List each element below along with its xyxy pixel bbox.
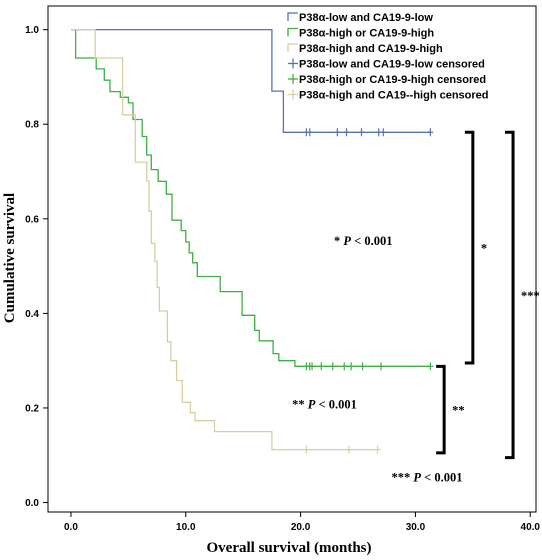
legend-entry: P38α-high or CA19-9-high xyxy=(287,27,434,40)
legend-label: P38α-low and CA19-9-low censored xyxy=(299,59,485,71)
x-tick-label: 40.0 xyxy=(521,522,541,533)
y-tick-label: 0.6 xyxy=(25,214,39,225)
censor-mark xyxy=(358,128,365,137)
bracket-label: ** xyxy=(452,404,465,418)
x-axis-label: Overall survival (months) xyxy=(207,540,372,556)
censor-mark xyxy=(380,128,387,137)
plot-frame xyxy=(47,5,537,513)
legend-swatch xyxy=(287,27,298,37)
significance-bracket: * xyxy=(464,130,487,365)
legend-swatch xyxy=(287,43,298,52)
y-axis-label: Cumulative survival xyxy=(2,193,18,323)
legend-label: P38α-low and CA19-9-low xyxy=(299,12,433,24)
x-tick-label: 0.0 xyxy=(64,522,78,533)
censor-mark xyxy=(427,128,434,137)
censor-mark xyxy=(359,362,366,371)
legend-label: P38α-high and CA19--high censored xyxy=(299,90,489,102)
survival-curve-3 xyxy=(71,28,378,451)
legend-box xyxy=(284,8,534,105)
censor-mark xyxy=(309,362,316,371)
censor-mark xyxy=(306,128,313,137)
censor-mark xyxy=(348,362,355,371)
legend-entry: P38α-low and CA19-9-low xyxy=(287,12,433,24)
p-value-annotation: ** P < 0.001 xyxy=(292,397,357,411)
legend-entry: P38α-low and CA19-9-low censored xyxy=(288,58,485,71)
x-tick-label: 20.0 xyxy=(291,522,311,533)
legend-entry: P38α-high and CA19--high censored xyxy=(288,89,489,102)
y-tick-label: 0.4 xyxy=(25,309,39,320)
censor-mark xyxy=(374,445,381,454)
y-tick-label: 0.2 xyxy=(25,403,39,414)
legend-label: P38α-high or CA19-9-high xyxy=(299,28,434,40)
y-tick-label: 0.0 xyxy=(25,498,39,509)
significance-bracket: ** xyxy=(436,364,465,455)
y-tick-label: 0.8 xyxy=(25,120,39,131)
bracket-label: * xyxy=(481,242,487,256)
p-value-annotation: * P < 0.001 xyxy=(334,234,393,248)
censor-mark xyxy=(329,362,336,371)
legend-entry: P38α-high or CA19-9-high censored xyxy=(288,74,486,86)
legend-swatch xyxy=(287,12,298,21)
legend-label: P38α-high and CA19-9-high xyxy=(299,43,443,55)
censor-mark xyxy=(318,362,325,371)
bracket-label: *** xyxy=(521,289,540,303)
x-tick-label: 10.0 xyxy=(176,522,196,533)
censor-mark xyxy=(334,128,341,137)
censor-mark xyxy=(341,362,348,371)
y-tick-label: 1.0 xyxy=(25,25,39,36)
censor-mark xyxy=(377,362,384,371)
censor-mark xyxy=(343,128,350,137)
censor-mark xyxy=(345,445,352,454)
censor-mark xyxy=(427,362,434,371)
legend-label: P38α-high or CA19-9-high censored xyxy=(299,74,486,86)
censor-mark xyxy=(303,445,310,454)
survival-curve-2 xyxy=(71,28,431,367)
significance-bracket: *** xyxy=(505,130,540,460)
legend-entry: P38α-high and CA19-9-high xyxy=(287,43,443,55)
x-tick-label: 30.0 xyxy=(406,522,426,533)
p-value-annotation: *** P < 0.001 xyxy=(391,470,462,484)
